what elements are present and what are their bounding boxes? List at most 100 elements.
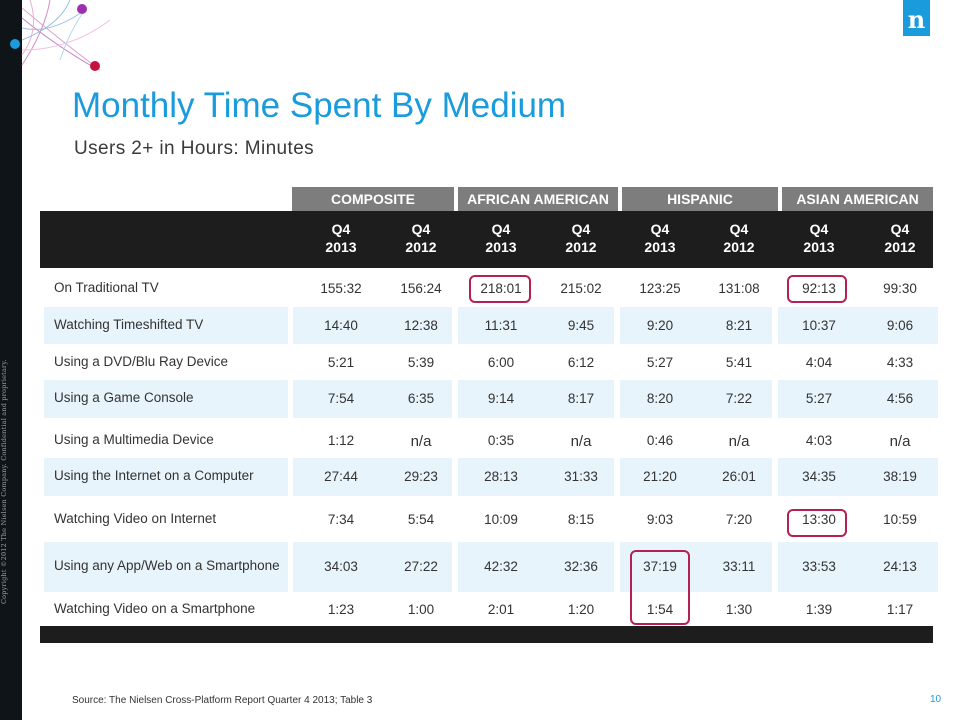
- table-cell: 42:32: [484, 559, 518, 574]
- table-cell: 27:44: [324, 469, 358, 484]
- column-header: Q4 2013: [644, 221, 676, 255]
- table-cell: 5:54: [407, 512, 435, 527]
- table-cell: 13:30: [802, 512, 836, 527]
- table-cell: 4:03: [805, 433, 833, 448]
- table-cell: n/a: [410, 433, 432, 450]
- table-cell: 1:17: [886, 602, 914, 617]
- group-header-hispanic: HISPANIC: [622, 187, 778, 211]
- table-cell: 6:35: [407, 391, 435, 406]
- table-cell: 215:02: [560, 281, 602, 296]
- table-cell: 27:22: [404, 559, 438, 574]
- table-cell: 8:15: [567, 512, 595, 527]
- table-cell: 24:13: [883, 559, 917, 574]
- table-cell: 218:01: [480, 281, 522, 296]
- table-header-band: [40, 211, 933, 268]
- table-cell: 131:08: [718, 281, 760, 296]
- table-bottom-bar: [40, 626, 933, 643]
- table-cell: 1:00: [407, 602, 435, 617]
- nielsen-logo: n: [903, 0, 930, 36]
- table-cell: 37:19: [643, 559, 677, 574]
- table-cell: 6:00: [487, 355, 515, 370]
- slide-subtitle: Users 2+ in Hours: Minutes: [74, 138, 315, 159]
- table-cell: 8:21: [725, 318, 753, 333]
- table-cell: n/a: [728, 433, 750, 450]
- source-note: Source: The Nielsen Cross-Platform Repor…: [72, 695, 373, 706]
- table-cell: 14:40: [324, 318, 358, 333]
- table-cell: 5:27: [646, 355, 674, 370]
- table-cell: 99:30: [883, 281, 917, 296]
- column-header: Q4 2013: [485, 221, 517, 255]
- table-cell: 9:20: [646, 318, 674, 333]
- table-cell: 156:24: [400, 281, 442, 296]
- table-cell: 123:25: [639, 281, 681, 296]
- row-label: Watching Video on a Smartphone: [54, 601, 256, 616]
- table-cell: 4:33: [886, 355, 914, 370]
- table-cell: 155:32: [320, 281, 362, 296]
- table-cell: 5:27: [805, 391, 833, 406]
- group-header-composite: COMPOSITE: [292, 187, 454, 211]
- table-cell: 34:35: [802, 469, 836, 484]
- table-cell: 7:34: [327, 512, 355, 527]
- highlight-box: [469, 275, 531, 303]
- table-cell: 6:12: [567, 355, 595, 370]
- table-cell: 38:19: [883, 469, 917, 484]
- table-cell: 7:54: [327, 391, 355, 406]
- slide-title: Monthly Time Spent By Medium: [72, 86, 567, 125]
- table-cell: 34:03: [324, 559, 358, 574]
- decorative-network-graphic: [10, 0, 110, 71]
- table-cell: 1:12: [327, 433, 355, 448]
- table-cell: 32:36: [564, 559, 598, 574]
- page-number: 10: [930, 694, 942, 705]
- row-label: Using a Game Console: [54, 390, 194, 405]
- row-label: Watching Timeshifted TV: [54, 317, 204, 332]
- highlight-box: [787, 275, 847, 303]
- table-cell: 12:38: [404, 318, 438, 333]
- highlight-box: [630, 550, 690, 625]
- table-cell: 1:54: [646, 602, 674, 617]
- table-cell: 4:56: [886, 391, 914, 406]
- table-cell: 21:20: [643, 469, 677, 484]
- table-cell: 10:37: [802, 318, 836, 333]
- table-cell: n/a: [570, 433, 592, 450]
- column-header: Q4 2012: [405, 221, 437, 255]
- table-cell: 29:23: [404, 469, 438, 484]
- table-cell: 31:33: [564, 469, 598, 484]
- table-cell: 33:11: [722, 559, 756, 574]
- row-label: On Traditional TV: [54, 280, 159, 295]
- table-cell: 8:17: [567, 391, 595, 406]
- table-cell: 26:01: [722, 469, 756, 484]
- table-cell: 7:20: [725, 512, 753, 527]
- row-shading: [44, 380, 938, 418]
- table-cell: 7:22: [725, 391, 753, 406]
- table-cell: 5:39: [407, 355, 435, 370]
- column-header: Q4 2013: [803, 221, 835, 255]
- table-cell: 2:01: [487, 602, 515, 617]
- table-cell: 28:13: [484, 469, 518, 484]
- table-cell: 8:20: [646, 391, 674, 406]
- table-cell: 9:45: [567, 318, 595, 333]
- row-shading: [44, 458, 938, 496]
- row-label: Using a Multimedia Device: [54, 432, 214, 447]
- table-cell: 1:39: [805, 602, 833, 617]
- table-cell: 1:30: [725, 602, 753, 617]
- copyright-note: Copyright ©2012 The Nielsen Company. Con…: [0, 359, 8, 604]
- row-label: Using the Internet on a Computer: [54, 468, 254, 483]
- group-header-asian-american: ASIAN AMERICAN: [782, 187, 933, 211]
- table-cell: 9:06: [886, 318, 914, 333]
- table-cell: 4:04: [805, 355, 833, 370]
- column-header: Q4 2013: [325, 221, 357, 255]
- table-cell: 11:31: [484, 318, 518, 333]
- table-cell: 33:53: [802, 559, 836, 574]
- left-side-bar: [0, 0, 22, 720]
- table-cell: 10:09: [484, 512, 518, 527]
- table-cell: 9:14: [487, 391, 515, 406]
- group-header-african-american: AFRICAN AMERICAN: [458, 187, 618, 211]
- table-cell: 1:20: [567, 602, 595, 617]
- row-label: Watching Video on Internet: [54, 511, 217, 526]
- row-shading: [44, 307, 938, 344]
- table-cell: 0:46: [646, 433, 674, 448]
- column-header: Q4 2012: [723, 221, 755, 255]
- table-cell: 5:41: [725, 355, 753, 370]
- table-cell: 0:35: [487, 433, 515, 448]
- table-cell: 10:59: [883, 512, 917, 527]
